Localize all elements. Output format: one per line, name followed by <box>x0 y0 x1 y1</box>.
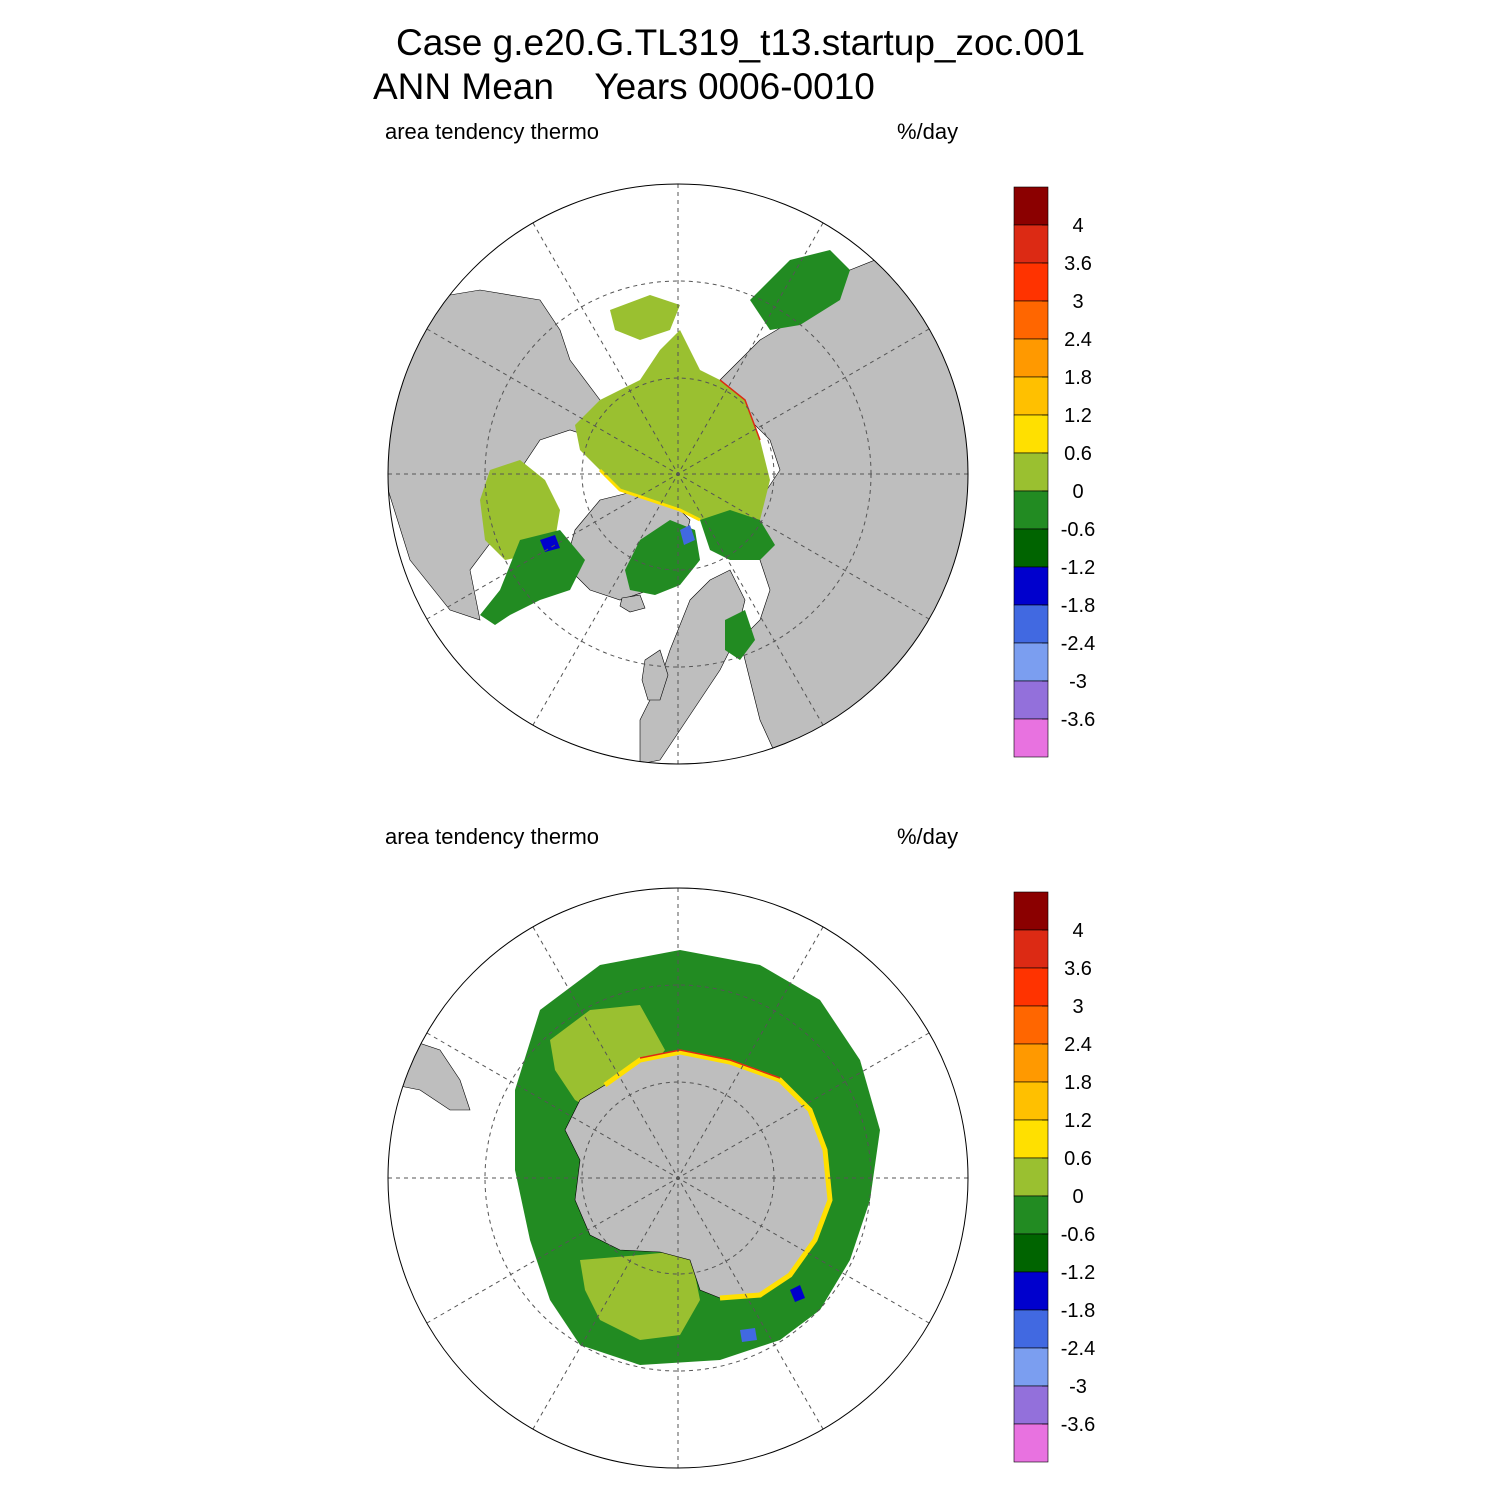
south-colorbar-tick-label: -3.6 <box>1061 1414 1095 1436</box>
south-colorbar-tick-label: 3.6 <box>1064 958 1092 980</box>
south-colorbar-tick-label: -0.6 <box>1061 1224 1095 1246</box>
north-colorbar-tick-label: 1.8 <box>1064 367 1092 389</box>
south-colorbar-tick-label: 1.2 <box>1064 1110 1092 1132</box>
south-graticule <box>388 888 968 1468</box>
north-colorbar-tick-label: 0 <box>1072 481 1083 503</box>
north-colorbar-swatch <box>1013 262 1049 302</box>
south-colorbar-swatch <box>1013 1157 1049 1197</box>
south-ice-negative-patch-2 <box>740 1328 757 1342</box>
south-colorbar-swatch <box>1013 1385 1049 1425</box>
north-ice-edge-positive <box>598 468 701 522</box>
north-colorbar-tick-label: -1.2 <box>1061 557 1095 579</box>
north-colorbar-swatch <box>1013 338 1049 378</box>
south-colorbar-tick-label: 3 <box>1072 996 1083 1018</box>
figure-title-line1: Case g.e20.G.TL319_t13.startup_zoc.001 <box>396 22 1086 63</box>
north-ice-okhotsk <box>750 250 850 330</box>
north-colorbar-swatch <box>1013 490 1049 530</box>
north-map-border <box>387 183 969 765</box>
south-colorbar-tick-label: 1.8 <box>1064 1072 1092 1094</box>
north-ice-baffin <box>480 530 585 625</box>
south-panel-variable-label: area tendency thermo <box>385 824 600 849</box>
south-colorbar-tick-label: 2.4 <box>1064 1034 1092 1056</box>
south-colorbar-tick-label: 4 <box>1072 920 1083 942</box>
south-colorbar-tick-label: -3 <box>1069 1376 1087 1398</box>
north-colorbar-tick-label: 4 <box>1072 215 1083 237</box>
south-colorbar-swatch <box>1013 1347 1049 1387</box>
figure-title-line2: ANN Mean Years 0006-0010 <box>373 66 875 107</box>
north-colorbar-swatch <box>1013 186 1049 226</box>
south-colorbar-swatch <box>1013 1309 1049 1349</box>
south-colorbar-swatch <box>1013 1423 1049 1463</box>
north-panel-units-label: %/day <box>897 119 959 144</box>
south-colorbar-tick-label: 0 <box>1072 1186 1083 1208</box>
north-colorbar-swatch <box>1013 528 1049 568</box>
north-colorbar-swatch <box>1013 452 1049 492</box>
north-colorbar-swatch <box>1013 414 1049 454</box>
south-colorbar-swatch <box>1013 1271 1049 1311</box>
north-colorbar-tick-label: -1.8 <box>1061 595 1095 617</box>
north-colorbar-swatch <box>1013 718 1049 758</box>
south-colorbar: 4 3.6 3 2.4 1.8 1.2 0.6 0 -0.6 -1.2 -1.8 -2.4 -3 -3.6 <box>1013 891 1095 1463</box>
north-colorbar-tick-label: -2.4 <box>1061 633 1095 655</box>
north-ice-east-greenland <box>625 520 700 595</box>
north-colorbar-swatch <box>1013 566 1049 606</box>
north-land-britain <box>641 649 669 701</box>
south-colorbar-tick-label: -1.8 <box>1061 1300 1095 1322</box>
north-colorbar-tick-label: 3 <box>1072 291 1083 313</box>
south-ice-weddell <box>550 1005 665 1120</box>
south-map-border <box>387 887 969 1469</box>
south-colorbar-swatch <box>1013 1081 1049 1121</box>
north-ice-barents <box>700 510 775 560</box>
north-ice-negative-patch-1 <box>540 535 560 552</box>
north-colorbar-tick-label: 1.2 <box>1064 405 1092 427</box>
north-colorbar-tick-label: 3.6 <box>1064 253 1092 275</box>
north-polar-map <box>387 183 969 765</box>
south-colorbar-swatch <box>1013 1119 1049 1159</box>
south-colorbar-tick-label: -2.4 <box>1061 1338 1095 1360</box>
north-colorbar: 4 3.6 3 2.4 1.8 1.2 0.6 0 -0.6 -1.2 -1.8 -2.4 -3 -3.6 <box>1013 186 1095 758</box>
north-ice-negative-patch-2 <box>680 525 695 545</box>
south-ice-coastal-strong <box>639 1049 781 1079</box>
south-colorbar-swatch <box>1013 929 1049 969</box>
north-graticule <box>388 184 968 764</box>
north-ice-baltic <box>725 610 755 660</box>
north-colorbar-tick-label: 0.6 <box>1064 443 1092 465</box>
north-panel-variable-label: area tendency thermo <box>385 119 600 144</box>
south-colorbar-tick-label: 0.6 <box>1064 1148 1092 1170</box>
south-ice-coastal-positive <box>603 1049 833 1301</box>
north-colorbar-tick-label: -3.6 <box>1061 709 1095 731</box>
south-colorbar-swatch <box>1013 891 1049 931</box>
north-colorbar-swatch <box>1013 604 1049 644</box>
north-colorbar-swatch <box>1013 680 1049 720</box>
north-colorbar-swatch <box>1013 300 1049 340</box>
north-land-iceland <box>619 594 646 613</box>
south-ice-negative-patch-1 <box>790 1285 805 1302</box>
south-colorbar-swatch <box>1013 967 1049 1007</box>
north-colorbar-swatch <box>1013 224 1049 264</box>
south-polar-map <box>387 887 969 1469</box>
north-land-north-america <box>388 289 641 621</box>
south-ice-ross <box>580 1250 700 1340</box>
south-colorbar-swatch <box>1013 1005 1049 1045</box>
north-colorbar-swatch <box>1013 376 1049 416</box>
south-colorbar-tick-label: -1.2 <box>1061 1262 1095 1284</box>
north-colorbar-tick-label: -3 <box>1069 671 1087 693</box>
south-colorbar-swatch <box>1013 1195 1049 1235</box>
south-colorbar-swatch <box>1013 1233 1049 1273</box>
south-colorbar-swatch <box>1013 1043 1049 1083</box>
north-colorbar-swatch <box>1013 642 1049 682</box>
north-colorbar-tick-label: 2.4 <box>1064 329 1092 351</box>
north-ice-edge-strong <box>719 379 761 441</box>
north-colorbar-tick-label: -0.6 <box>1061 519 1095 541</box>
south-panel-units-label: %/day <box>897 824 959 849</box>
north-ice-bering <box>610 295 680 340</box>
